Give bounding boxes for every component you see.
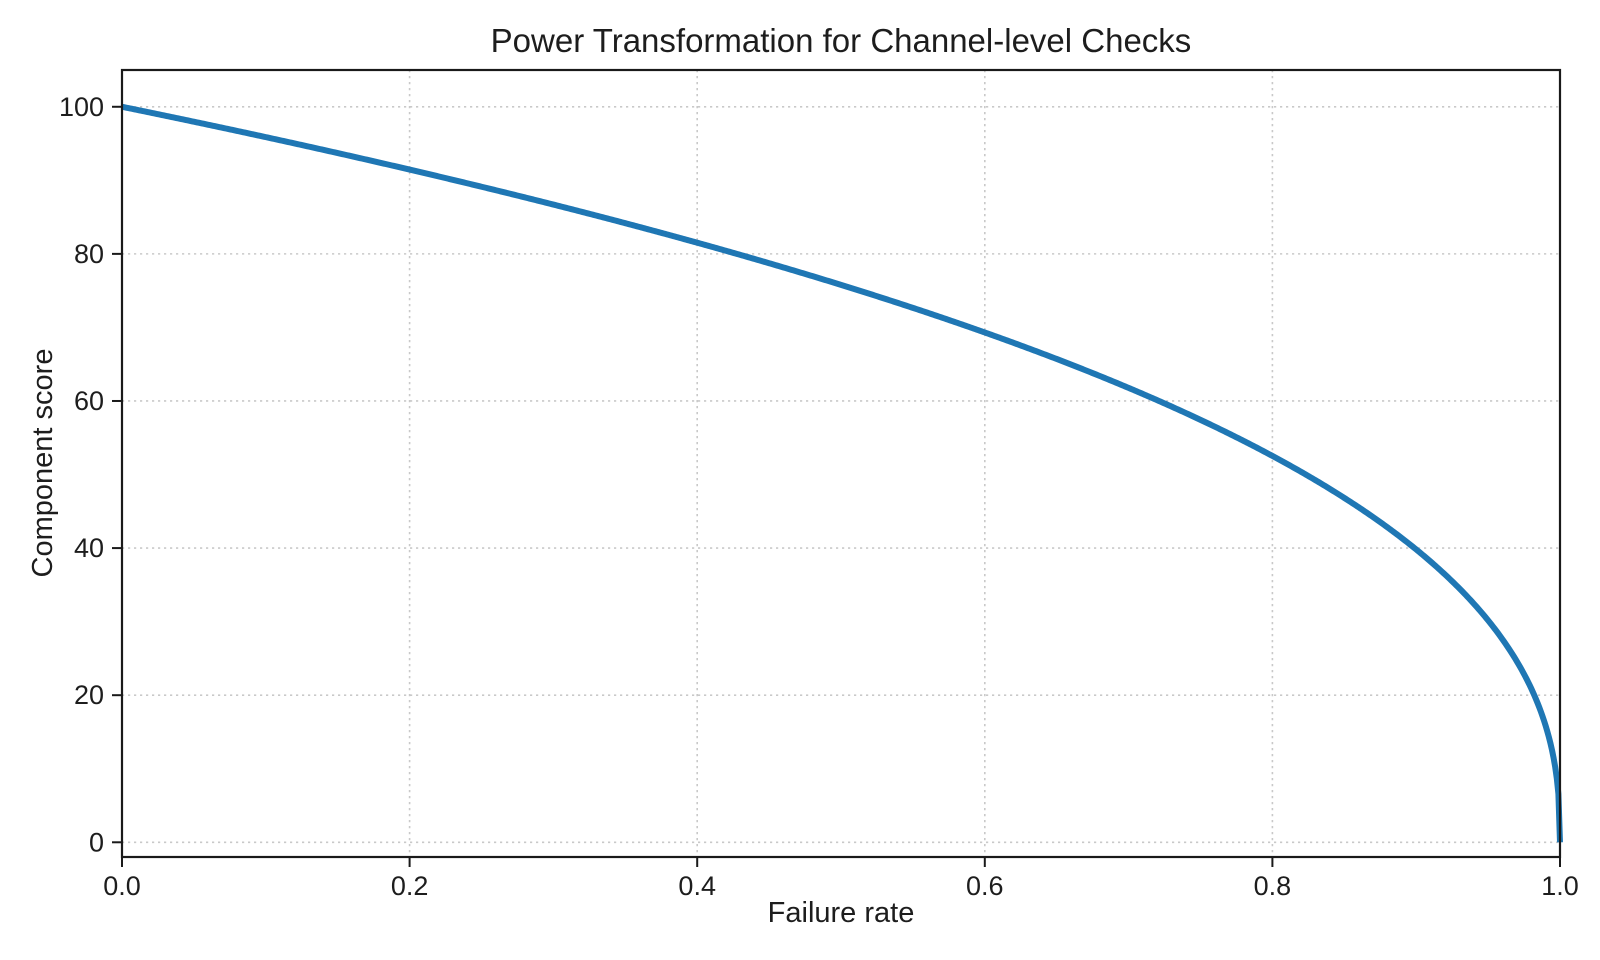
grid-lines bbox=[122, 70, 1560, 857]
y-axis-label: Component score bbox=[27, 349, 59, 578]
y-axis-tick-labels: 0 20 40 60 80 100 bbox=[59, 92, 104, 858]
y-tick-label: 40 bbox=[74, 533, 104, 563]
x-tick-label: 0.4 bbox=[678, 871, 716, 901]
x-axis-tick-labels: 0.0 0.2 0.4 0.6 0.8 1.0 bbox=[103, 871, 1579, 901]
x-axis-ticks bbox=[121, 857, 1561, 867]
y-tick-label: 60 bbox=[74, 386, 104, 416]
x-tick-label: 1.0 bbox=[1541, 871, 1579, 901]
y-tick-label: 100 bbox=[59, 92, 104, 122]
x-axis-label: Failure rate bbox=[768, 897, 915, 929]
y-axis-ticks bbox=[112, 105, 122, 844]
chart-title: Power Transformation for Channel-level C… bbox=[491, 22, 1192, 59]
axes-spines bbox=[120, 68, 1562, 859]
y-tick-label: 0 bbox=[89, 827, 104, 857]
x-tick-label: 0.0 bbox=[103, 871, 141, 901]
y-tick-label: 80 bbox=[74, 239, 104, 269]
x-tick-label: 0.8 bbox=[1254, 871, 1292, 901]
component-score-curve bbox=[120, 103, 1563, 843]
series-group bbox=[120, 103, 1563, 843]
x-tick-label: 0.6 bbox=[966, 871, 1004, 901]
x-tick-label: 0.2 bbox=[391, 871, 429, 901]
y-tick-label: 20 bbox=[74, 680, 104, 710]
